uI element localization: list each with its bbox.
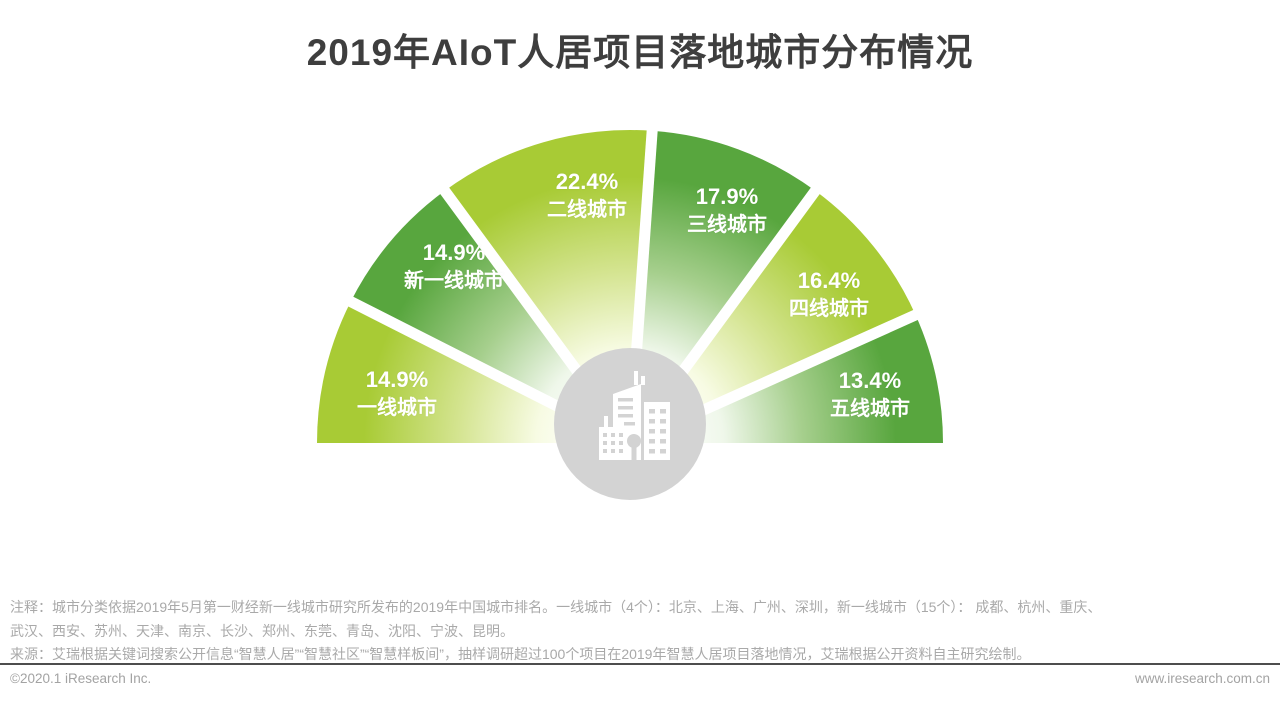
footer-divider — [0, 663, 1280, 665]
segment-label-四线城市: 16.4% 四线城市 — [789, 268, 869, 322]
segment-percent-value: 13.4% — [838, 368, 902, 393]
segment-label-三线城市: 17.9% 三线城市 — [687, 184, 767, 238]
segment-新一线城市 — [350, 190, 630, 443]
footer-bar: ©2020.1 iResearch Inc. www.iresearch.com… — [0, 671, 1280, 693]
website-text: www.iresearch.com.cn — [1134, 671, 1270, 686]
segment-label-一线城市: 14.9% 一线城市 — [357, 367, 437, 421]
segment-city-tier-name: 新一线城市 — [404, 270, 504, 292]
center-badge — [554, 348, 706, 500]
note-line-1: 注释：城市分类依据2019年5月第一财经新一线城市研究所发布的2019年中国城市… — [10, 599, 1102, 615]
segment-city-tier-name: 二线城市 — [547, 199, 627, 221]
segment-percent-value: 17.9% — [695, 184, 759, 209]
segment-city-tier-name: 一线城市 — [357, 397, 437, 419]
note-line-2: 武汉、西安、苏州、天津、南京、长沙、郑州、东莞、青岛、沈阳、宁波、昆明。 — [10, 622, 514, 639]
segment-label-二线城市: 22.4% 二线城市 — [547, 169, 627, 223]
segment-city-tier-name: 五线城市 — [830, 398, 910, 420]
city-buildings-icon — [599, 371, 670, 460]
segment-city-tier-name: 四线城市 — [789, 298, 869, 320]
notes-block: 注释：城市分类依据2019年5月第一财经新一线城市研究所发布的2019年中国城市… — [10, 596, 1272, 667]
segment-percent-value: 14.9% — [365, 367, 429, 392]
segment-percent-value: 14.9% — [422, 240, 486, 265]
segment-label-五线城市: 13.4% 五线城市 — [830, 368, 910, 422]
segment-percent-value: 16.4% — [797, 268, 861, 293]
page-title: 2019年AIoT人居项目落地城市分布情况 — [306, 32, 974, 73]
copyright-text: ©2020.1 iResearch Inc. — [10, 671, 152, 686]
segment-percent-value: 22.4% — [555, 169, 619, 194]
segment-label-新一线城市: 14.9% 新一线城市 — [404, 240, 504, 294]
segment-四线城市 — [630, 190, 916, 443]
source-line: 来源：艾瑞根据关键词搜索公开信息“智慧人居”“智慧社区”“智慧样板间”，抽样调研… — [10, 646, 1031, 662]
segment-city-tier-name: 三线城市 — [687, 214, 767, 236]
